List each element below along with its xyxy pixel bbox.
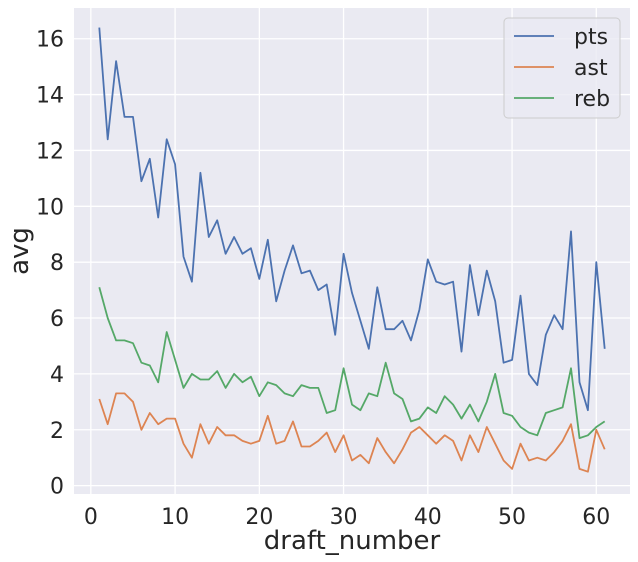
x-tick-label: 50 [498, 505, 526, 530]
series-line-pts [98, 27, 606, 412]
y-tick-label: 8 [50, 251, 64, 276]
y-tick-label: 16 [36, 28, 64, 53]
y-tick-label: 0 [50, 475, 64, 500]
legend-label-pts: pts [574, 25, 608, 50]
legend-label-ast: ast [574, 56, 608, 81]
y-axis-label: avg [5, 227, 35, 275]
x-tick-label: 0 [84, 505, 98, 530]
legend-label-reb: reb [574, 87, 610, 112]
x-tick-label: 40 [414, 505, 442, 530]
y-tick-label: 14 [36, 84, 64, 109]
legend: pts ast reb [503, 17, 621, 119]
y-axis-ticks: 0 2 4 6 8 10 12 14 16 [36, 28, 64, 500]
x-tick-label: 30 [330, 505, 358, 530]
series-line-reb [98, 287, 606, 440]
y-tick-label: 2 [50, 419, 64, 444]
y-tick-label: 12 [36, 139, 64, 164]
y-tick-label: 6 [50, 307, 64, 332]
y-tick-label: 4 [50, 363, 64, 388]
grid-lines [74, 8, 630, 494]
x-tick-label: 10 [161, 505, 189, 530]
series-lines [98, 27, 606, 473]
series-line-ast [98, 392, 606, 473]
y-tick-label: 10 [36, 195, 64, 220]
x-axis-ticks: 0 10 20 30 40 50 60 [84, 505, 610, 530]
x-tick-label: 60 [582, 505, 610, 530]
x-tick-label: 20 [245, 505, 273, 530]
legend-box [503, 17, 621, 119]
x-axis-label: draft_number [264, 526, 441, 556]
